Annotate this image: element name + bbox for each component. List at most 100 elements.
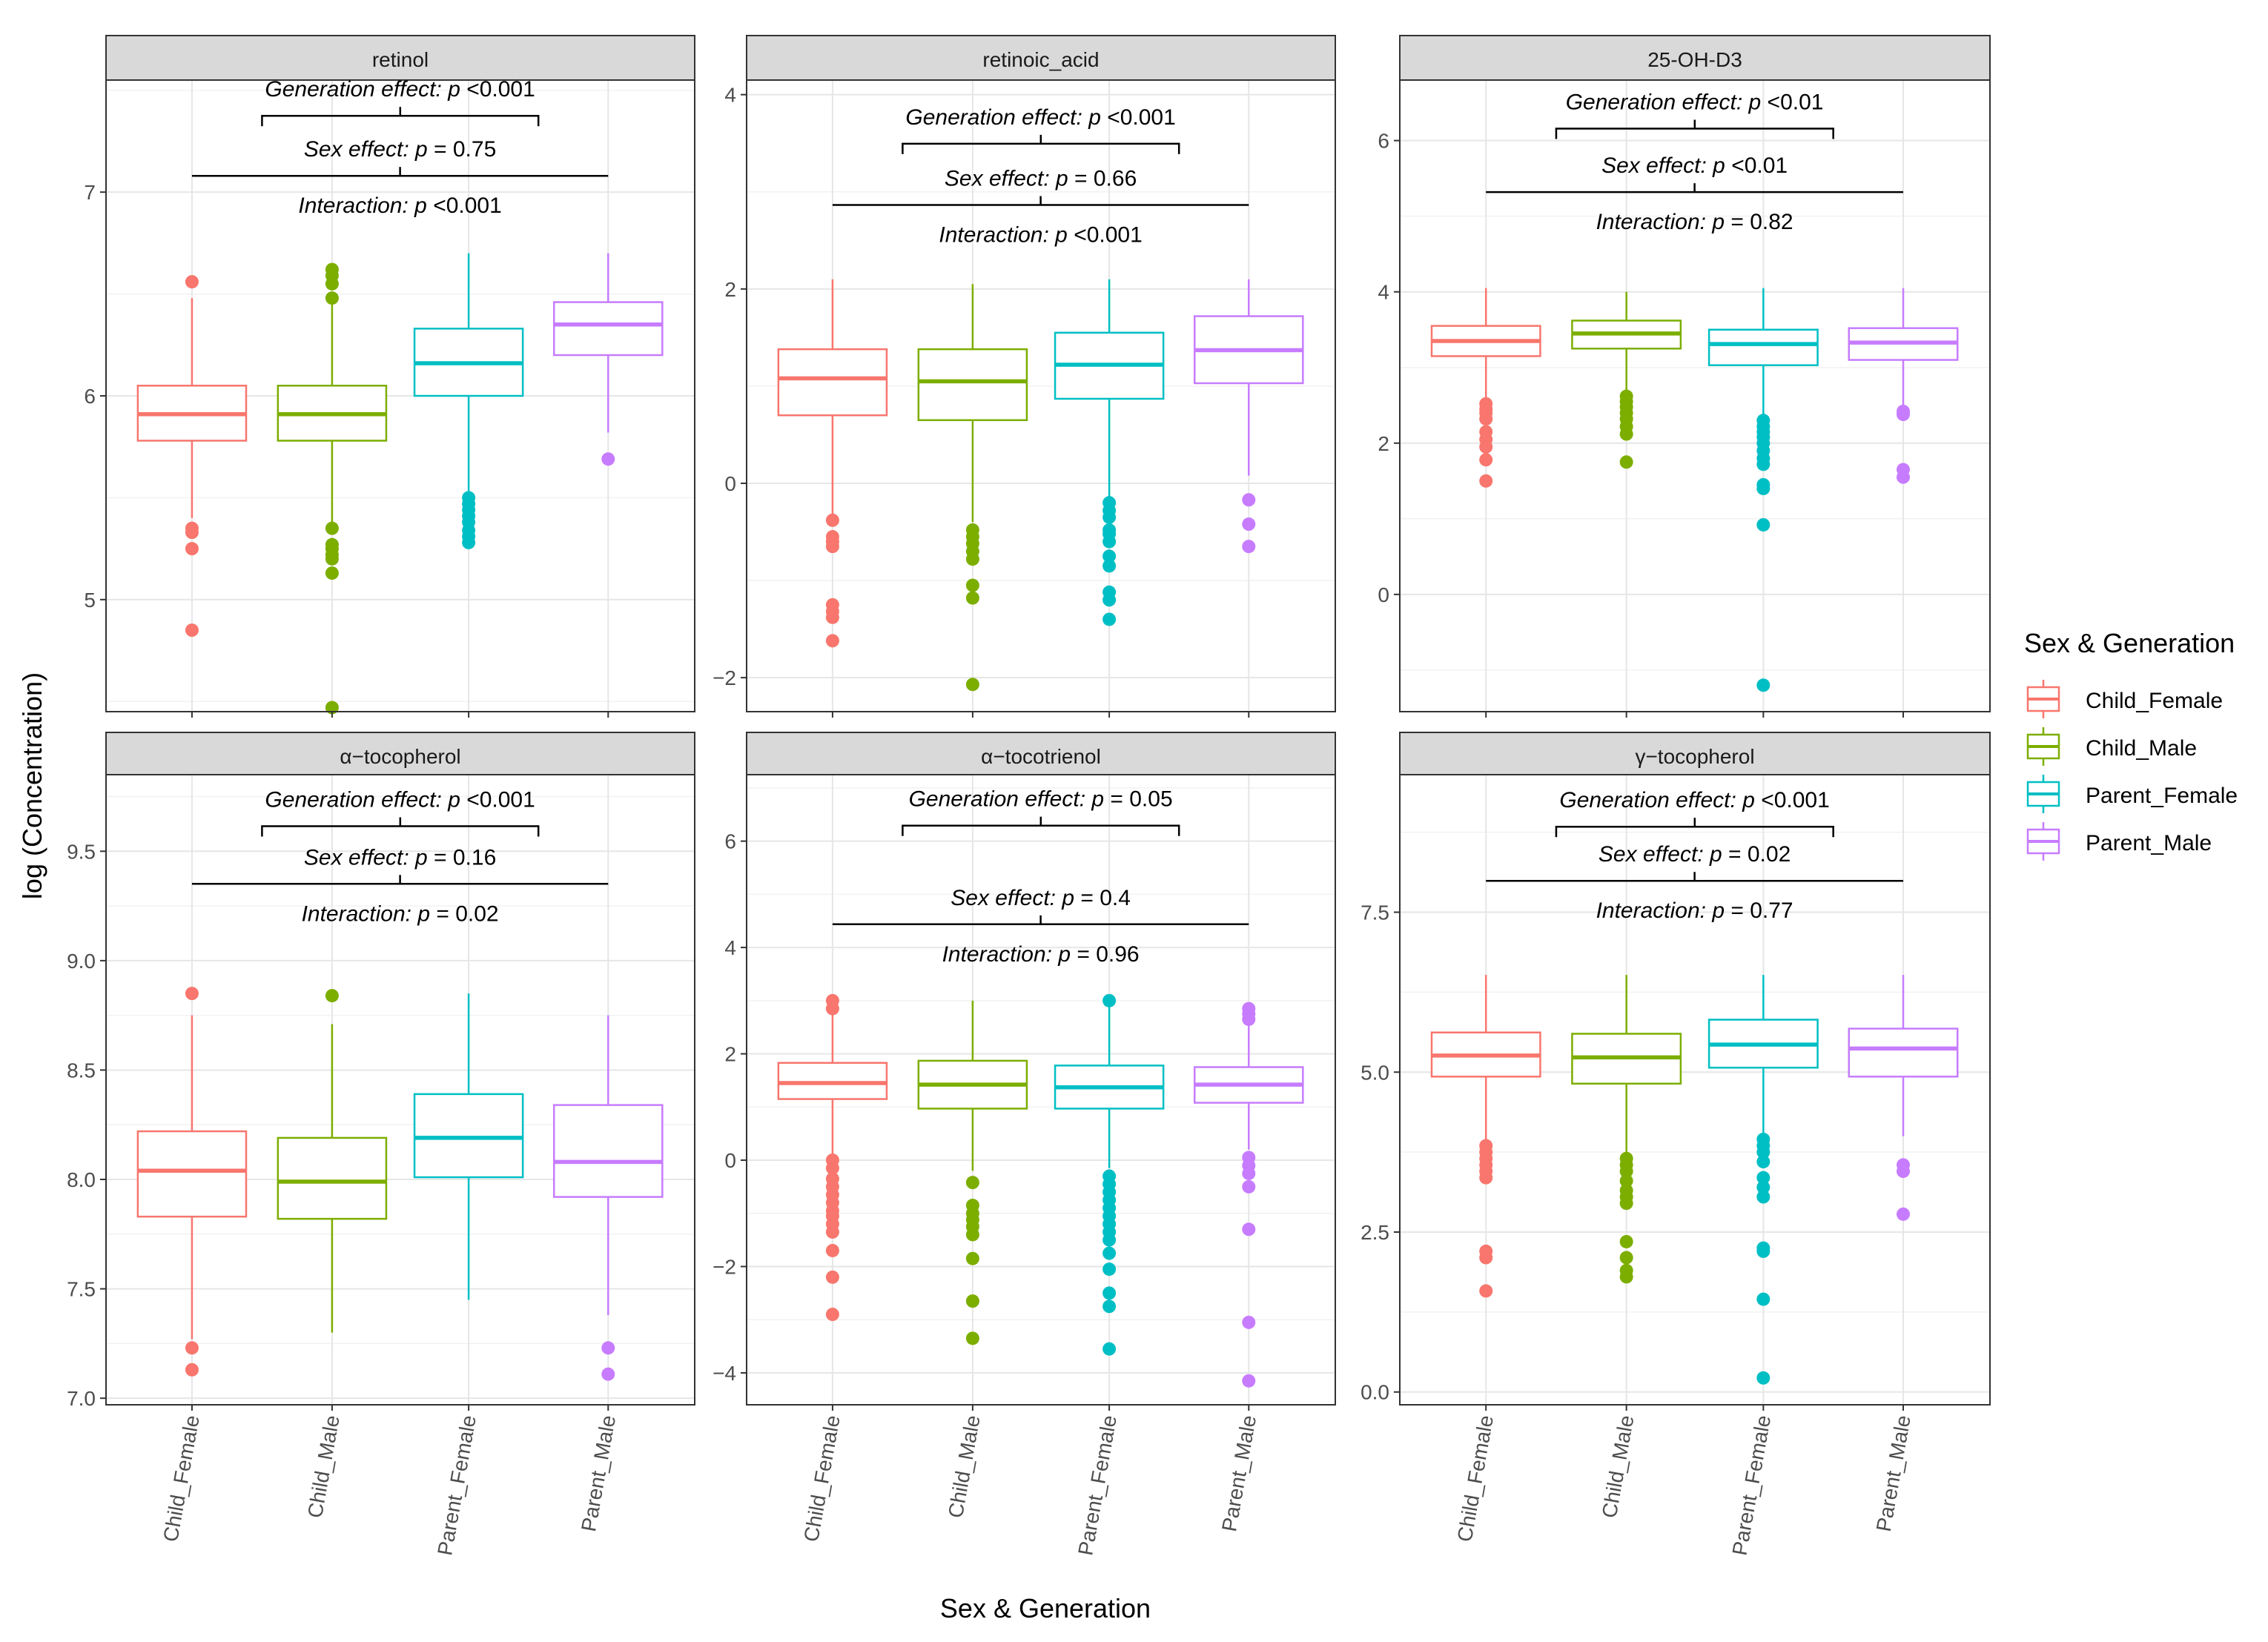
box-body (413, 1093, 524, 1179)
outlier-point (1619, 427, 1633, 441)
generation-bracket (1555, 128, 1834, 139)
box-Parent_Female (413, 993, 524, 1300)
grid (1400, 775, 1990, 1405)
outlier-point (1619, 1251, 1633, 1265)
outlier-point (1242, 493, 1256, 507)
outlier-point (462, 535, 476, 549)
annotation-p: p (1712, 153, 1725, 178)
outlier-point (1619, 1165, 1633, 1179)
outlier-point (1102, 1300, 1117, 1314)
annotation-p: p (1054, 223, 1068, 248)
annotation-interaction: Interaction: p = 0.77 (1596, 898, 1793, 923)
annotation-label: Sex effect: (945, 167, 1056, 191)
annotations: Generation effect: p <0.01 Sex effect: p … (1486, 90, 1903, 234)
y-tick-label: −2 (713, 666, 736, 689)
annotation-generation: Generation effect: p <0.01 (1566, 90, 1824, 115)
outlier-point (1756, 457, 1771, 471)
annotation-value: = 0.75 (428, 137, 497, 162)
box-Child_Female (1430, 288, 1541, 488)
annotation-p: p (1055, 167, 1068, 191)
annotation-p: p (414, 845, 428, 870)
y-tick-label: 5.0 (1361, 1061, 1389, 1084)
box-body (777, 348, 888, 417)
annotation-sex: Sex effect: p = 0.16 (304, 845, 496, 870)
box-Parent_Female (1054, 993, 1165, 1356)
outlier-point (965, 1228, 979, 1242)
annotation-interaction: Interaction: p = 0.02 (302, 901, 499, 926)
box-Parent_Male (552, 1015, 664, 1381)
generation-bracket (902, 142, 1180, 154)
annotation-value: <0.001 (427, 193, 502, 218)
panel-0: retinol 5 6 7 Generation effect: p <0.001 Sex… (84, 35, 695, 718)
outlier-point (601, 1341, 615, 1355)
annotation-p: p (1742, 788, 1755, 812)
annotation-interaction: Interaction: p <0.001 (939, 223, 1142, 248)
outlier-point (325, 277, 339, 291)
box-Child_Male (917, 284, 1028, 692)
annotation-sex: Sex effect: p <0.01 (1601, 153, 1788, 178)
x-tick-label: Child_Female (1453, 1414, 1498, 1544)
panel-border (105, 79, 695, 712)
outlier-point (825, 513, 839, 527)
annotation-sex: Sex effect: p = 0.66 (945, 167, 1137, 191)
outlier-point (325, 566, 339, 580)
outlier-point (1756, 678, 1771, 692)
panel-border (1399, 774, 1991, 1406)
annotation-value: = 0.05 (1104, 787, 1173, 812)
annotations: Generation effect: p <0.001 Sex effect: p… (191, 77, 609, 218)
outlier-point (825, 1161, 839, 1175)
panel-strip (105, 732, 695, 775)
annotation-label: Generation effect: (909, 787, 1092, 812)
outlier-point (1619, 1196, 1633, 1211)
outlier-point (1896, 1165, 1910, 1179)
outlier-point (1479, 453, 1493, 467)
panel-strip (746, 35, 1336, 81)
box-body (917, 348, 1028, 422)
annotation-interaction: Interaction: p <0.001 (298, 193, 501, 218)
panel-border (105, 774, 695, 1406)
y-tick-label: −2 (713, 1256, 736, 1279)
outlier-point (1102, 593, 1117, 607)
outlier-point (1242, 1166, 1256, 1180)
annotation-label: Interaction: (1596, 210, 1713, 234)
box-body (1848, 1027, 1959, 1078)
outlier-point (1102, 1342, 1117, 1356)
y-tick-label: 8.5 (67, 1059, 96, 1082)
legend-key-Parent_Female: Parent_Female (2026, 775, 2238, 813)
outlier-point (325, 521, 339, 535)
y-tick-label: 4 (724, 84, 736, 107)
x-tick-label: Parent_Male (577, 1414, 620, 1534)
annotation-value: <0.01 (1725, 153, 1788, 178)
box-body (552, 1104, 664, 1198)
annotation-value: <0.001 (1101, 105, 1176, 130)
annotation-value: = 0.82 (1725, 210, 1793, 234)
box-Parent_Male (1193, 1002, 1304, 1388)
legend-key-Child_Female: Child_Female (2026, 680, 2223, 718)
annotation-p: p (1709, 842, 1722, 867)
box-Parent_Male (1848, 288, 1959, 484)
outlier-point (1242, 540, 1256, 554)
box-Child_Male (277, 262, 388, 715)
box-Parent_Female (1707, 288, 1819, 692)
outlier-point (965, 1251, 979, 1265)
outlier-point (1102, 1246, 1117, 1260)
panel-title: γ−tocopherol (1635, 745, 1754, 768)
annotation-value: = 0.66 (1068, 167, 1137, 191)
y-tick-label: 6 (724, 830, 736, 853)
annotation-p: p (1088, 105, 1101, 130)
annotation-p: p (447, 77, 460, 102)
annotation-label: Interaction: (942, 942, 1059, 967)
y-tick-label: 0 (724, 1149, 736, 1172)
annotations: Generation effect: p <0.001 Sex effect: p… (1486, 788, 1903, 923)
y-axis-title: log (Concentration) (17, 672, 47, 899)
annotation-value: = 0.77 (1725, 898, 1793, 923)
annotation-interaction: Interaction: p = 0.82 (1596, 210, 1793, 234)
annotation-label: Interaction: (939, 223, 1055, 248)
annotation-generation: Generation effect: p <0.001 (905, 105, 1175, 130)
annotation-generation: Generation effect: p <0.001 (265, 788, 535, 812)
outlier-point (825, 540, 839, 554)
y-tick-label: 6 (1378, 130, 1389, 153)
outlier-point (1479, 412, 1493, 426)
outlier-point (1242, 1012, 1256, 1026)
panel-title: α−tocotrienol (981, 745, 1101, 768)
